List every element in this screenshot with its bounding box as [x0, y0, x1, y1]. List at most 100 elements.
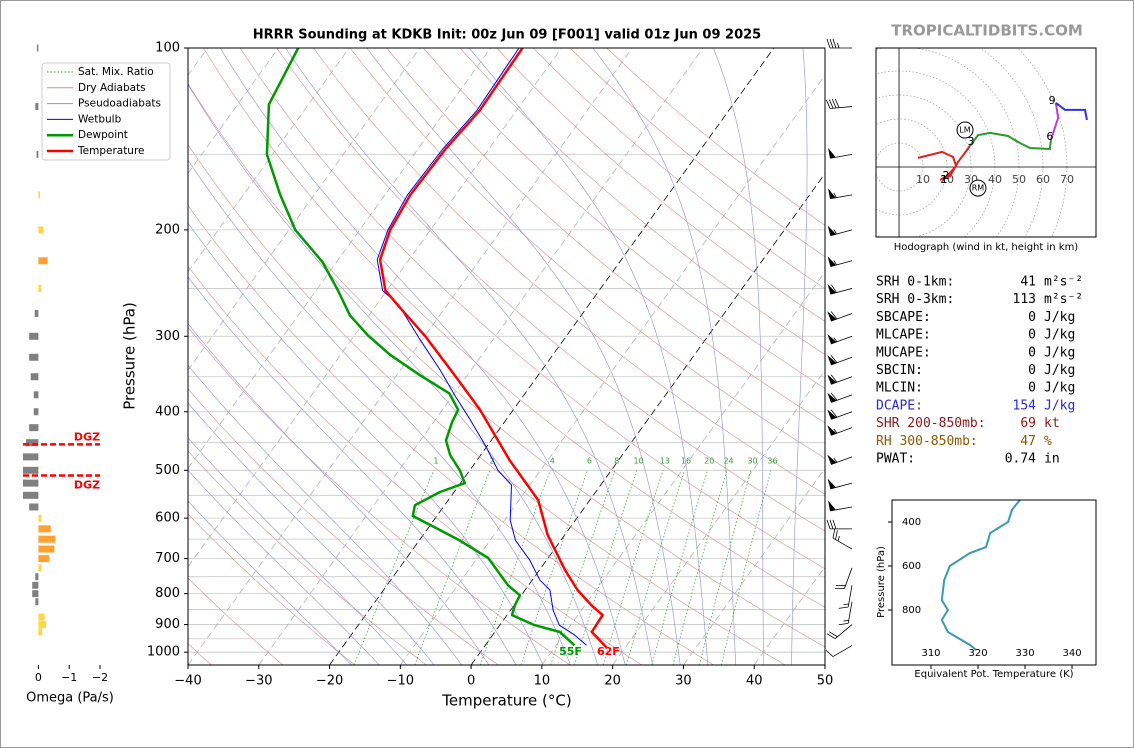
stat-label: MUCAPE:: [876, 345, 931, 360]
legend-label: Pseudoadiabats: [78, 98, 161, 110]
mixing-ratio-label: 36: [767, 457, 777, 466]
wind-barb: [828, 147, 853, 159]
ring-label: 10: [916, 173, 930, 186]
legend-label: Dewpoint: [78, 129, 128, 141]
omega-bar: [38, 257, 48, 265]
omega-bar: [23, 491, 39, 499]
wind-barb: [825, 645, 853, 657]
hodograph-caption: Hodograph (wind in kt, height in km): [894, 242, 1079, 253]
stat-unit: m²s⁻²: [1044, 292, 1083, 307]
barb-path: [826, 624, 853, 640]
y-tick-label: 900: [155, 617, 180, 632]
legend-label: Sat. Mix. Ratio: [78, 66, 154, 78]
x-tick-label: −30: [245, 674, 272, 689]
dry-adiabat: [423, 48, 825, 389]
stat-label: SBCIN:: [876, 363, 923, 378]
pseudoadiabat: [188, 364, 462, 665]
wind-barb: [838, 585, 853, 609]
stat-value: 0: [1028, 363, 1036, 378]
omega-bar: [35, 598, 39, 606]
mixing-ratio-line: [721, 470, 772, 665]
omega-x-tick-label: −2: [92, 671, 108, 684]
wind-barb: [826, 38, 852, 49]
omega-bar: [29, 332, 39, 340]
storm-motion-label: RM: [972, 184, 985, 193]
hodograph-line: [1049, 102, 1060, 141]
mixing-ratio-line: [602, 470, 664, 665]
stat-unit: J/kg: [1044, 398, 1075, 413]
stat-label: DCAPE:: [876, 398, 923, 413]
barb-path: [827, 374, 853, 385]
y-tick-label: 300: [155, 329, 180, 344]
stat-unit: kt: [1044, 416, 1060, 431]
mixing-ratio-label: 4: [550, 457, 555, 466]
isotherm: [329, 48, 775, 665]
pseudoadiabat: [188, 159, 571, 665]
wind-barb: [827, 478, 853, 490]
thetae-x-tick-label: 320: [968, 648, 987, 659]
wind-barb: [828, 188, 853, 200]
mixing-ratio-line: [520, 470, 588, 665]
wind-barb: [827, 454, 853, 465]
x-tick-label: −10: [387, 674, 414, 689]
omega-x-tick-label: −1: [61, 671, 77, 684]
omega-bar: [29, 503, 39, 511]
stat-label: SRH 0-1km:: [876, 275, 954, 290]
barb-path: [827, 409, 853, 420]
x-tick-label: 0: [467, 674, 475, 689]
x-tick-label: −40: [174, 674, 201, 689]
mixing-ratio-label: 13: [660, 457, 670, 466]
wind-barb: [827, 355, 853, 366]
wind-barb: [827, 425, 853, 436]
omega-bar: [29, 424, 39, 432]
barb-path: [832, 528, 853, 550]
stat-label: MLCIN:: [876, 381, 923, 396]
isotherm: [470, 172, 825, 665]
storm-motion-marker: [956, 121, 974, 139]
isotherm: [188, 48, 562, 568]
omega-bar: [30, 373, 39, 381]
thetae-x-tick-label: 310: [921, 648, 940, 659]
stat-label: SBCAPE:: [876, 310, 931, 325]
barb-path: [827, 284, 853, 295]
wind-barb: [827, 374, 853, 385]
isotherm: [188, 48, 491, 469]
y-tick-label: 800: [155, 586, 180, 601]
omega-bar: [23, 479, 39, 487]
barb-path: [827, 454, 853, 465]
omega-bar: [38, 191, 40, 199]
stat-label: SHR 200-850mb:: [876, 416, 986, 431]
skewt-plot: 1 2 4 6 8 10 13 16 20 24 30 36: [188, 48, 825, 665]
omega-bar: [29, 353, 39, 361]
y-axis-label: Pressure (hPa): [121, 302, 139, 410]
stat-unit: J/kg: [1044, 310, 1075, 325]
y-tick-label: 600: [155, 511, 180, 526]
pseudoadiabat: [188, 276, 517, 665]
pseudoadiabat: [188, 469, 380, 665]
mixing-ratio-label: 6: [587, 457, 592, 466]
x-axis-label: Temperature (°C): [441, 692, 571, 710]
x-tick-label: 30: [675, 674, 692, 689]
omega-bar: [32, 581, 39, 589]
omega-x-tick-label: 0: [35, 671, 42, 684]
barb-path: [826, 38, 852, 49]
wind-barb: [825, 98, 853, 109]
omega-bar: [23, 453, 39, 461]
hodograph-line: [917, 145, 971, 181]
height-label: 1: [941, 173, 948, 186]
watermark: TROPICALTIDBITS.COM: [891, 22, 1083, 40]
x-tick-label: 10: [534, 674, 551, 689]
mixing-ratio-line: [414, 470, 491, 665]
dry-adiabat: [188, 513, 355, 665]
wind-barb: [827, 256, 853, 267]
barb-path: [825, 645, 853, 657]
thetae-x-tick-label: 340: [1062, 648, 1081, 659]
stat-label: SRH 0-3km:: [876, 292, 954, 307]
y-tick-label: 1000: [147, 645, 180, 660]
mixing-ratio-label: 24: [723, 457, 733, 466]
